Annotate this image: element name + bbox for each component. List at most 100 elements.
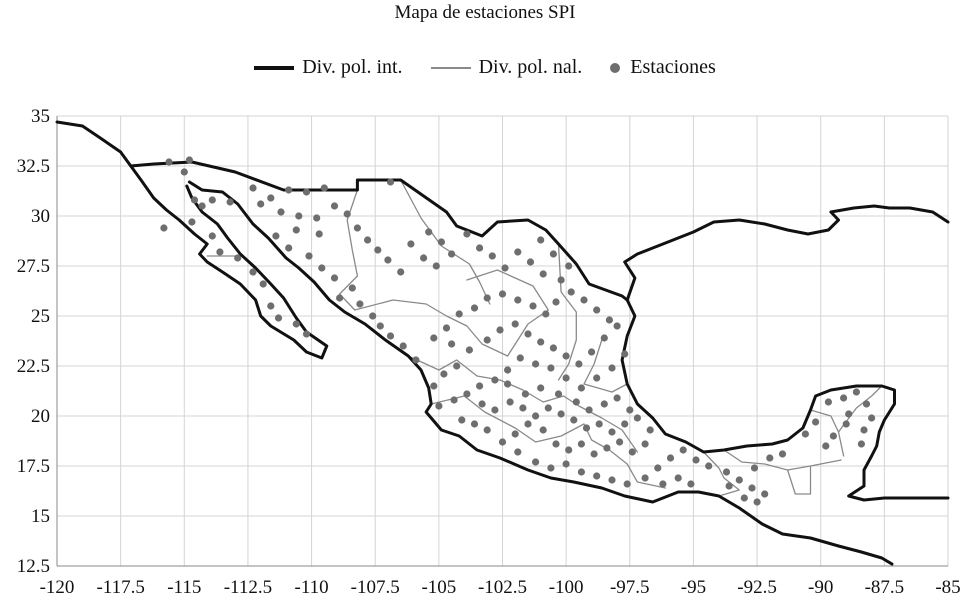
station-point <box>292 226 300 234</box>
station-point <box>621 420 629 428</box>
station-point <box>302 330 311 338</box>
station-point <box>160 224 168 232</box>
station-point <box>577 468 586 476</box>
station-point <box>812 418 820 426</box>
x-tick-label: -112.5 <box>224 577 272 598</box>
station-point <box>654 464 662 472</box>
station-point <box>356 300 364 308</box>
station-point <box>216 248 224 256</box>
station-point <box>761 490 769 498</box>
station-point <box>539 426 547 434</box>
legend-item-estaciones: Estaciones <box>610 56 716 79</box>
station-point <box>577 440 586 448</box>
station-point <box>740 494 748 502</box>
station-point <box>521 390 530 398</box>
international-border-line <box>620 298 950 502</box>
station-point <box>735 476 743 484</box>
station-point <box>593 472 601 480</box>
station-point <box>778 450 787 458</box>
station-point <box>476 382 484 390</box>
station-point <box>448 340 456 348</box>
station-point <box>554 390 563 398</box>
station-point <box>483 336 491 344</box>
station-point <box>860 426 868 434</box>
x-tick-label: -87.5 <box>865 577 905 598</box>
station-point <box>397 268 405 276</box>
station-point <box>407 240 415 248</box>
station-point <box>549 250 558 258</box>
station-point <box>491 376 499 384</box>
station-point <box>582 424 591 432</box>
station-point <box>766 454 774 462</box>
station-point <box>501 264 509 272</box>
station-point <box>483 294 491 302</box>
station-point <box>753 498 761 506</box>
station-point <box>519 404 527 412</box>
station-point <box>547 464 555 472</box>
station-point <box>420 254 428 262</box>
station-point <box>529 302 537 310</box>
legend-swatch-thin-line <box>430 66 471 69</box>
station-point <box>198 202 206 210</box>
station-point <box>478 400 486 408</box>
station-point <box>458 416 466 424</box>
y-tick-label: 35 <box>31 106 50 127</box>
station-point <box>565 446 573 454</box>
station-point <box>537 384 545 392</box>
station-point <box>516 354 524 362</box>
station-point <box>285 186 293 194</box>
station-point <box>687 480 695 488</box>
station-point <box>330 202 339 210</box>
national-border-line <box>407 355 501 381</box>
station-point <box>552 440 560 448</box>
station-point <box>608 476 616 484</box>
station-point <box>628 448 636 456</box>
station-point <box>549 344 558 352</box>
station-point <box>504 380 512 388</box>
station-point <box>226 198 234 206</box>
x-tick-label: -90 <box>808 577 833 598</box>
station-point <box>542 310 550 318</box>
station-point <box>608 364 616 372</box>
station-point <box>305 252 313 260</box>
station-point <box>605 316 614 324</box>
station-point <box>208 196 216 204</box>
station-point <box>603 444 611 452</box>
station-point <box>641 474 649 482</box>
y-tick-label: 25 <box>31 306 50 327</box>
station-point <box>572 398 580 406</box>
station-point <box>318 264 326 272</box>
station-point <box>593 306 601 314</box>
station-point <box>547 364 555 372</box>
station-point <box>430 334 438 342</box>
station-point <box>659 480 667 488</box>
station-point <box>208 232 216 240</box>
station-point <box>544 404 552 412</box>
station-point <box>369 312 377 320</box>
x-tick-label: -100 <box>549 577 584 598</box>
station-point <box>432 262 440 270</box>
y-tick-label: 20 <box>31 406 50 427</box>
station-point <box>532 412 540 420</box>
legend-item-div-pol-int: Div. pol. int. <box>254 56 403 79</box>
national-border-line <box>354 299 509 357</box>
station-point <box>840 394 848 402</box>
station-point <box>470 420 479 428</box>
station-point <box>450 396 458 404</box>
national-border-line <box>583 339 628 393</box>
y-tick-label: 15 <box>31 506 50 527</box>
y-tick-label: 22.5 <box>17 356 50 377</box>
station-point <box>588 348 596 356</box>
station-point <box>613 322 621 330</box>
station-point <box>330 274 339 282</box>
station-point <box>384 256 392 264</box>
station-point <box>674 474 682 482</box>
station-point <box>267 194 275 202</box>
station-point <box>302 188 311 196</box>
station-point <box>593 374 601 382</box>
station-point <box>539 270 547 278</box>
station-point <box>463 230 471 238</box>
station-point <box>595 420 603 428</box>
station-point <box>641 440 649 448</box>
station-point <box>435 402 443 410</box>
